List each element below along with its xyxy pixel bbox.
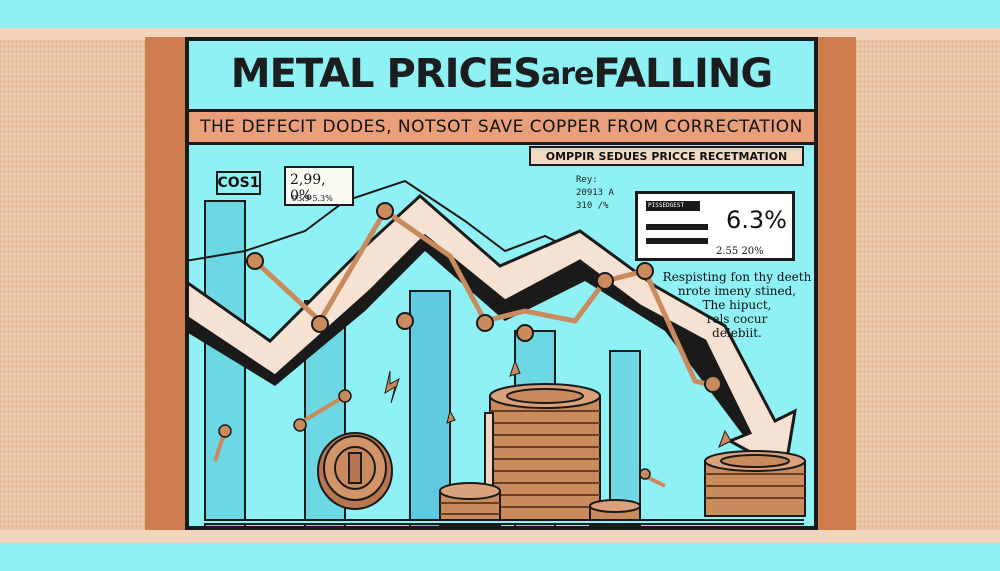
pin (639, 468, 651, 480)
side-note-line: delebiit. (712, 326, 762, 340)
headline: METAL PRICES are FALLING (189, 43, 814, 105)
spark (446, 409, 456, 424)
stat-bar (646, 224, 708, 230)
tag-label: OMPPIR SEDUES PRICCE RECETMATION (529, 146, 804, 166)
headline-main: METAL PRICES (230, 51, 542, 97)
trend-node (246, 252, 264, 270)
left-texture-panel (0, 40, 145, 530)
bar-bg (204, 200, 246, 526)
spark (718, 429, 732, 449)
pin (218, 424, 232, 438)
falling-chart-illustration (189, 179, 806, 526)
spark (509, 359, 521, 377)
trend-node (376, 202, 394, 220)
trend-node (636, 262, 654, 280)
stat-card-header: PISSEDGEST (646, 201, 700, 211)
copper-trend-line (253, 207, 716, 389)
mini-card-value-2: 93.9 5.3% (292, 194, 333, 203)
mini-price-card: 2,99, 0% 93.9 5.3% (284, 166, 354, 206)
trend-node (396, 312, 414, 330)
coin-stack-tall (484, 383, 601, 522)
side-note: Respisting fon thy deeth nrote imeny sti… (657, 270, 814, 340)
stat-big-value: 6.3% (726, 206, 787, 234)
background-trend-line (189, 179, 606, 267)
trend-node (476, 314, 494, 332)
side-note-line: The hipuct, (702, 298, 772, 312)
coin-stack-far-right (704, 450, 806, 517)
side-note-line: Respisting fon thy deeth (662, 270, 812, 284)
bar-bg (609, 350, 641, 526)
note-line: 310 /% (576, 201, 609, 211)
pin (338, 389, 352, 403)
headline-end: FALLING (593, 51, 773, 97)
cost-label: COS1 (216, 171, 261, 195)
subtitle-banner: THE DEFECIT DODES, NOTSOT SAVE COPPER FR… (189, 109, 814, 145)
spark (384, 370, 400, 404)
stat-card: PISSEDGEST 6.3% 2.55 20% (635, 191, 795, 261)
trend-node (516, 324, 534, 342)
trend-node (704, 375, 722, 393)
side-note-line: rels cocur (706, 312, 768, 326)
pin (293, 418, 307, 432)
poster: METAL PRICES are FALLING THE DEFECIT DOD… (185, 37, 818, 530)
stat-bar (646, 238, 708, 244)
stat-small-value: 2.55 20% (716, 246, 764, 257)
copper-coin (317, 432, 393, 510)
note-top: Rey: 20913 A 310 /% (576, 174, 614, 213)
headline-are: are (540, 56, 594, 92)
right-texture-panel (856, 40, 1000, 530)
note-line: 20913 A (576, 188, 614, 198)
mini-card-value-1: 2,99, 0% (290, 172, 326, 204)
base-rule (204, 519, 804, 525)
note-line: Rey: (576, 175, 598, 185)
trend-node (311, 315, 329, 333)
trend-node (596, 272, 614, 290)
side-note-line: nrote imeny stined, (677, 284, 797, 298)
